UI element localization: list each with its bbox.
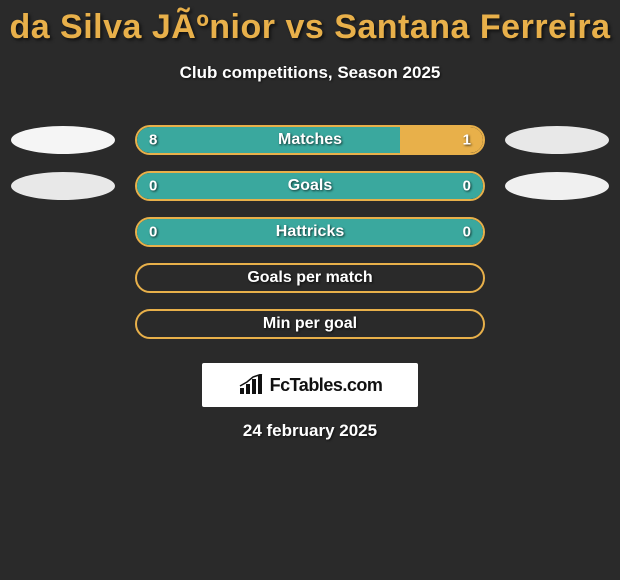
stat-label: Hattricks — [276, 223, 344, 241]
subtitle: Club competitions, Season 2025 — [0, 63, 620, 83]
stat-row: Matches 8 1 — [0, 123, 620, 157]
stat-bar: Goals 0 0 — [135, 171, 485, 201]
stat-value-right: 1 — [463, 132, 471, 149]
date: 24 february 2025 — [0, 421, 620, 441]
stat-row: Min per goal — [0, 307, 620, 341]
stat-row: Goals 0 0 — [0, 169, 620, 203]
stat-value-left: 8 — [149, 132, 157, 149]
stat-value-left: 0 — [149, 224, 157, 241]
stat-label: Matches — [278, 131, 342, 149]
title: da Silva JÃºnior vs Santana Ferreira — [0, 8, 620, 47]
player-right-marker — [505, 126, 609, 154]
stat-bar: Min per goal — [135, 309, 485, 339]
logo-box: FcTables.com — [202, 363, 418, 407]
stat-value-right: 0 — [463, 178, 471, 195]
stat-label: Goals per match — [247, 269, 372, 287]
stat-label: Min per goal — [263, 315, 357, 333]
bar-fill-left — [137, 127, 400, 153]
stat-label: Goals — [288, 177, 332, 195]
player-right-marker — [505, 172, 609, 200]
stat-bar: Hattricks 0 0 — [135, 217, 485, 247]
stat-row: Hattricks 0 0 — [0, 215, 620, 249]
logo-text: FcTables.com — [270, 375, 383, 396]
stat-bar: Matches 8 1 — [135, 125, 485, 155]
stat-bar: Goals per match — [135, 263, 485, 293]
player-left-marker — [11, 126, 115, 154]
stat-value-right: 0 — [463, 224, 471, 241]
bar-chart-icon — [238, 374, 264, 396]
stat-value-left: 0 — [149, 178, 157, 195]
comparison-infographic: da Silva JÃºnior vs Santana Ferreira Clu… — [0, 0, 620, 441]
stat-row: Goals per match — [0, 261, 620, 295]
player-left-marker — [11, 172, 115, 200]
stat-rows: Matches 8 1 Goals 0 0 Hattricks 0 0 Goals per mat… — [0, 123, 620, 341]
